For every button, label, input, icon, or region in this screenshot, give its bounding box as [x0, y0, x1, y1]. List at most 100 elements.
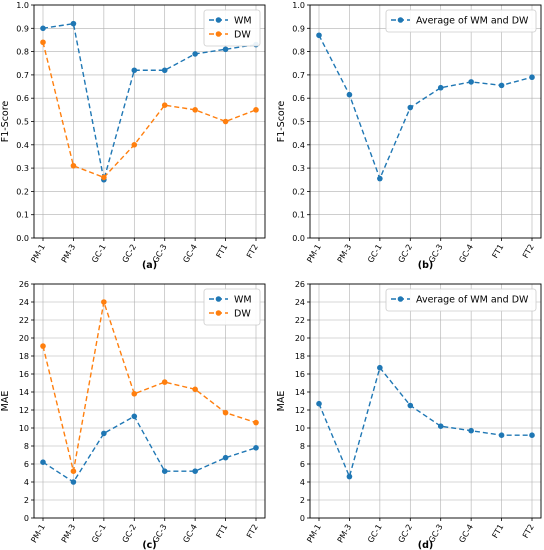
panel-caption: (c) — [142, 540, 156, 550]
data-point — [161, 102, 168, 108]
legend-marker — [215, 296, 222, 302]
x-tick-label: FT1 — [214, 523, 229, 540]
y-tick-label: 22 — [19, 316, 29, 325]
y-tick-label: 10 — [19, 424, 29, 433]
y-tick-label: 0.0 — [16, 234, 29, 243]
series-line-dw — [42, 42, 257, 179]
legend: WM DW — [203, 9, 261, 47]
chart-panel-2: 0.0 0.1 0.2 0.3 0.4 0.5 0.6 0.7 0.8 0.9 1.0 PM-1 PM-… — [276, 1, 542, 271]
data-point — [131, 391, 138, 397]
data-point — [101, 430, 107, 437]
data-point — [70, 468, 77, 475]
data-point — [437, 84, 444, 91]
legend: WM DW — [203, 288, 261, 326]
panel-caption: (d) — [418, 540, 433, 550]
legend: Average of WM and DW — [385, 288, 537, 312]
data-point — [161, 379, 168, 385]
y-tick-label: 0.2 — [16, 187, 29, 196]
y-tick-label: 6 — [300, 460, 305, 469]
data-point — [70, 20, 77, 27]
panel-caption: (a) — [142, 260, 157, 271]
series-line-wm — [42, 415, 257, 483]
legend-label: Average of WM and DW — [416, 15, 529, 26]
legend-marker — [397, 296, 404, 302]
y-tick-label: 16 — [295, 370, 305, 379]
y-tick-label: 10 — [295, 424, 305, 433]
data-point — [222, 409, 229, 416]
y-tick-label: 18 — [19, 352, 29, 361]
y-axis-label: F1-Score — [276, 101, 287, 143]
legend-label: WM — [234, 294, 252, 305]
y-axis-label: MAE — [276, 391, 287, 412]
y-tick-label: 0.8 — [292, 48, 305, 57]
series-line-wm — [42, 22, 257, 180]
data-point — [346, 473, 353, 480]
series-line-average-of-wm-and-dw — [318, 34, 533, 181]
data-point — [131, 67, 138, 74]
legend-marker — [215, 17, 222, 23]
y-tick-label: 4 — [300, 478, 305, 487]
y-tick-label: 0 — [300, 514, 305, 523]
data-point — [407, 104, 414, 111]
legend-box — [203, 288, 261, 326]
y-tick-label: 0.5 — [16, 118, 29, 127]
data-point — [377, 364, 383, 371]
y-tick-label: 12 — [19, 406, 29, 415]
y-tick-label: 0.3 — [16, 164, 29, 173]
x-tick-label: PM-1 — [29, 243, 47, 265]
x-tick-label: GC-2 — [397, 523, 415, 545]
data-point — [222, 454, 229, 461]
y-tick-label: 20 — [295, 334, 305, 343]
x-tick-label: PM-3 — [336, 523, 354, 545]
plot-frame — [33, 283, 266, 519]
data-point — [222, 118, 229, 125]
legend-marker — [215, 31, 222, 37]
plot-frame — [309, 4, 542, 239]
legend: Average of WM and DW — [385, 9, 537, 33]
data-point — [40, 343, 46, 349]
x-tick-label: FT1 — [490, 243, 505, 260]
y-tick-label: 0.0 — [292, 234, 305, 243]
data-point — [131, 413, 138, 420]
data-point — [70, 479, 77, 485]
x-tick-label: FT1 — [214, 243, 229, 260]
data-point — [192, 51, 198, 57]
y-axis-label: F1-Score — [0, 101, 11, 143]
data-point — [70, 162, 77, 169]
x-tick-label: GC-4 — [181, 523, 199, 545]
data-point — [40, 459, 46, 466]
y-tick-label: 0.7 — [16, 71, 29, 80]
x-tick-label: PM-3 — [336, 243, 354, 265]
y-tick-label: 0.9 — [292, 24, 305, 33]
x-tick-label: GC-4 — [181, 243, 199, 265]
y-tick-label: 0.6 — [16, 94, 29, 103]
y-tick-label: 8 — [24, 442, 29, 451]
data-point — [40, 25, 46, 32]
data-point — [192, 468, 198, 475]
x-tick-label: FT2 — [245, 243, 260, 260]
data-point — [161, 468, 168, 475]
y-tick-label: 26 — [19, 280, 29, 289]
data-point — [468, 79, 474, 85]
chart-panel-1: 0.0 0.1 0.2 0.3 0.4 0.5 0.6 0.7 0.8 0.9 1.0 PM-1 PM-… — [0, 1, 266, 271]
y-tick-label: 8 — [300, 442, 305, 451]
data-point — [101, 174, 107, 181]
data-point — [529, 432, 535, 439]
legend-label: Average of WM and DW — [416, 294, 529, 305]
y-tick-label: 0.5 — [292, 118, 305, 127]
y-tick-label: 1.0 — [292, 1, 305, 10]
data-point — [346, 91, 353, 98]
y-tick-label: 18 — [295, 352, 305, 361]
x-tick-label: PM-3 — [60, 243, 78, 265]
data-point — [253, 445, 259, 451]
plot-frame — [33, 4, 266, 239]
data-point — [498, 432, 505, 439]
y-tick-label: 16 — [19, 370, 29, 379]
data-point — [468, 427, 474, 434]
y-tick-label: 24 — [295, 298, 305, 307]
x-tick-label: GC-2 — [397, 243, 415, 265]
y-tick-label: 14 — [295, 388, 305, 397]
y-tick-label: 26 — [295, 280, 305, 289]
